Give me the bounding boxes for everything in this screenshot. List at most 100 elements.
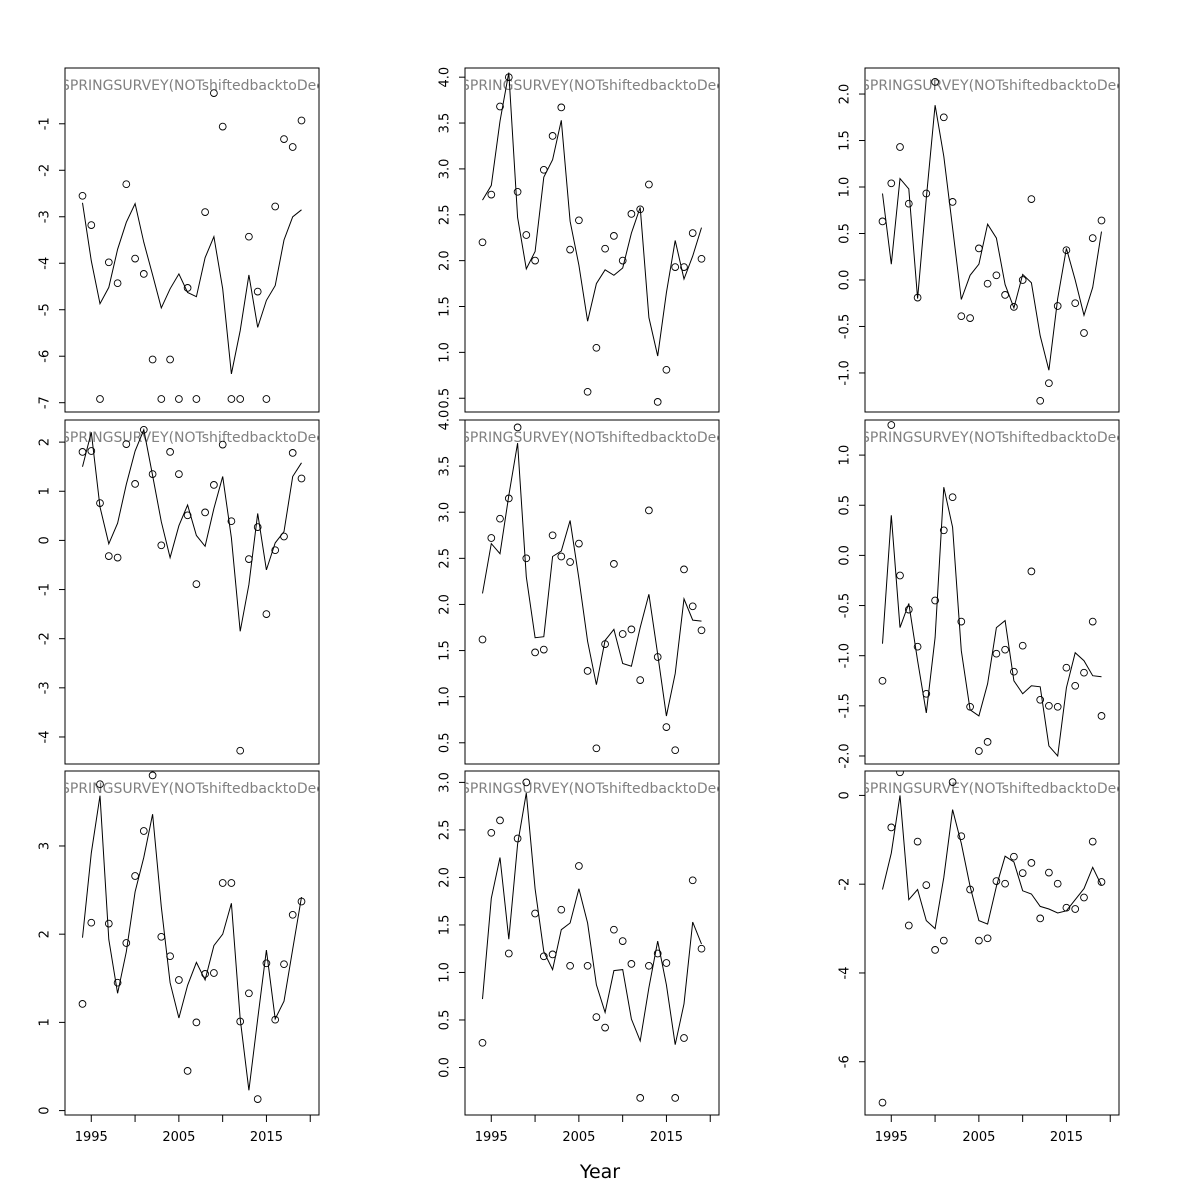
data-point: [236, 395, 245, 403]
data-point: [157, 541, 166, 550]
y-tick-label: -3: [38, 210, 53, 223]
plot-area: [878, 421, 1106, 758]
x-tick-label: 2015: [650, 1130, 683, 1145]
data-point: [904, 199, 913, 208]
data-point: [78, 448, 87, 456]
data-point: [896, 771, 904, 777]
data-point: [627, 625, 636, 634]
data-point: [531, 909, 539, 918]
y-tick-label: -0.5: [838, 314, 853, 339]
data-point: [218, 122, 227, 131]
y-tick-label: 2.0: [438, 250, 453, 271]
data-point: [966, 314, 974, 322]
y-tick-label: -2.0: [838, 743, 853, 768]
fitted-line: [482, 443, 702, 717]
y-tick-label: 0.5: [838, 495, 853, 516]
data-point: [288, 143, 297, 151]
data-point: [948, 198, 957, 206]
data-point: [478, 635, 487, 644]
y-tick-label: 1.0: [438, 962, 453, 983]
panel-label: SPRINGSURVEY(NOTshiftedbacktoDec,0sa: [461, 430, 753, 446]
data-point: [496, 514, 504, 523]
data-point: [697, 944, 706, 953]
y-tick-label: 4.0: [438, 67, 453, 88]
y-tick-label: 0.5: [438, 388, 453, 409]
data-point: [139, 425, 148, 434]
y-tick-label: -4: [38, 257, 53, 270]
data-point: [113, 279, 122, 288]
data-point: [245, 989, 253, 998]
data-point: [218, 440, 227, 449]
data-point: [887, 179, 896, 188]
data-point: [122, 939, 131, 947]
data-point: [566, 961, 574, 970]
data-point: [1088, 837, 1097, 846]
data-point: [210, 89, 218, 97]
y-tick-label: 3.5: [438, 113, 453, 134]
fitted-line: [82, 428, 302, 632]
data-point: [1088, 234, 1097, 242]
data-point: [697, 626, 706, 635]
data-point: [113, 978, 122, 987]
data-point: [983, 934, 992, 943]
data-point: [1062, 246, 1071, 255]
data-point: [636, 676, 645, 684]
panel-frame: [464, 67, 720, 413]
data-point: [496, 816, 504, 825]
panel-label: SPRINGSURVEY(NOTshiftedbacktoDec,0sa: [861, 781, 1153, 797]
data-point: [192, 580, 201, 588]
y-tick-label: 0.5: [438, 732, 453, 753]
data-point: [183, 284, 192, 292]
y-tick-label: -6: [838, 1055, 853, 1068]
data-point: [983, 738, 992, 746]
plot-area: [878, 771, 1106, 1107]
y-tick-label: 2.5: [438, 548, 453, 569]
panel-9: -6 -4 -2 0 1995 2005 2015 SPRINGSURVEY(NOTshift…: [838, 770, 1153, 1145]
data-point: [513, 834, 522, 843]
data-point: [227, 879, 236, 887]
y-tick-label: -2: [38, 632, 53, 645]
data-point: [539, 952, 548, 961]
panel-frame: [864, 419, 1120, 765]
data-point: [139, 827, 148, 835]
data-point: [601, 244, 609, 253]
data-point: [983, 279, 992, 288]
data-point: [262, 395, 271, 403]
data-point: [253, 287, 262, 296]
plot-area: [478, 423, 706, 755]
data-point: [87, 918, 96, 927]
data-point: [680, 263, 688, 271]
y-tick-label: 2.5: [438, 204, 453, 225]
x-tick-label: 2015: [1050, 1130, 1083, 1145]
y-tick-label: -1.0: [838, 643, 853, 668]
data-point: [948, 493, 957, 502]
data-point: [957, 312, 966, 321]
data-point: [522, 554, 531, 563]
y-tick-label: -7: [38, 396, 53, 409]
data-point: [1053, 702, 1062, 711]
data-point: [122, 180, 131, 189]
data-point: [78, 191, 87, 200]
data-point: [1045, 868, 1053, 877]
y-tick-label: 1.0: [838, 445, 853, 466]
y-tick-label: 2: [38, 438, 53, 446]
data-point: [175, 470, 183, 478]
data-point: [548, 132, 557, 140]
data-point: [653, 949, 662, 958]
y-tick-label: 0: [38, 1106, 53, 1114]
y-tick-label: 2.0: [838, 84, 853, 105]
plot-area: [78, 425, 306, 755]
data-point: [1001, 645, 1009, 654]
data-point: [896, 571, 904, 580]
data-point: [878, 217, 887, 226]
plot-area: [478, 72, 706, 406]
data-point: [975, 747, 983, 755]
data-point: [122, 440, 131, 448]
data-point: [280, 135, 288, 143]
y-tick-label: 0.5: [838, 223, 853, 244]
data-point: [175, 976, 183, 984]
y-tick-label: -6: [38, 350, 53, 363]
data-point: [192, 1018, 201, 1027]
data-point: [583, 667, 592, 675]
